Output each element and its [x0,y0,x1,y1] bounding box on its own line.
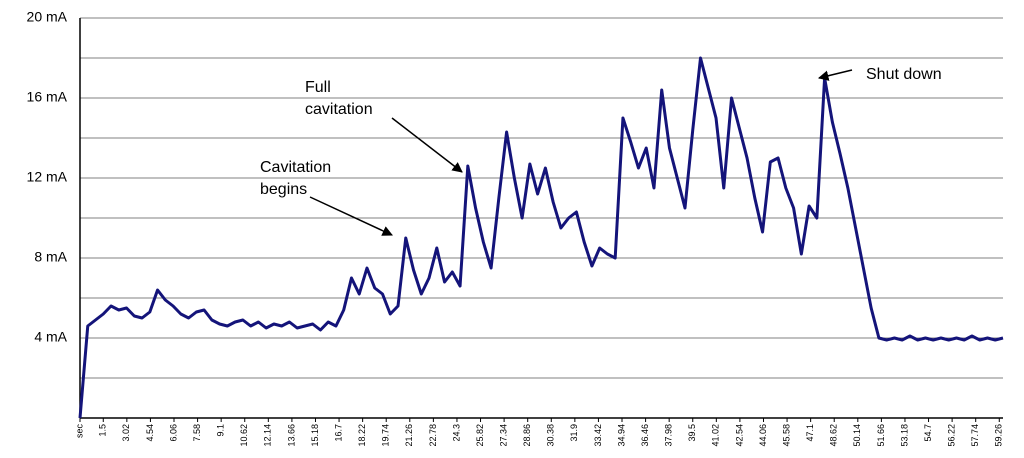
x-tick-label: 51.66 [876,424,886,447]
x-tick-label: 48.62 [829,424,839,447]
y-tick-label: 12 mA [27,169,68,185]
x-tick-label: 18.22 [357,424,367,447]
annotation: Full [305,79,331,96]
x-tick-label: 59.26 [994,424,1004,447]
x-tick-label: 12.14 [263,424,273,447]
x-tick-label: 27.34 [498,424,508,447]
x-tick-label: 22.78 [428,424,438,447]
x-tick-label: 41.02 [711,424,721,447]
y-tick-label: 8 mA [34,249,67,265]
x-tick-label: 36.46 [640,424,650,447]
y-tick-label: 16 mA [27,89,68,105]
x-tick-label: 56.22 [946,424,956,447]
x-tick-label: 25.82 [475,424,485,447]
x-tick-label: 21.26 [404,424,414,447]
x-tick-label: 1.5 [98,424,108,437]
x-tick-label: 39.5 [687,424,697,442]
y-tick-label: 20 mA [27,9,68,25]
x-tick-label: 47.1 [805,424,815,442]
x-tick-label: 16.7 [333,424,343,442]
data-line [78,56,1004,419]
x-tick-label: 13.66 [286,424,296,447]
x-tick-label: 30.38 [546,424,556,447]
x-tick-label: 7.58 [192,424,202,442]
x-tick-label: 15.18 [310,424,320,447]
annotation: Shut down [866,66,942,83]
x-tick-label: 24.3 [451,424,461,442]
x-tick-label: 57.74 [970,424,980,447]
x-tick-label: 31.9 [569,424,579,442]
x-tick-label: 34.94 [616,424,626,447]
x-tick-label: 33.42 [593,424,603,447]
x-tick-label: 50.14 [852,424,862,447]
annotation: begins [260,181,307,198]
x-tick-label: 53.18 [899,424,909,447]
x-tick-label: 45.58 [781,424,791,447]
x-tick-label: 28.86 [522,424,532,447]
y-tick-label: 4 mA [34,329,67,345]
x-tick-label: 9.1 [216,424,226,437]
x-tick-label: 37.98 [664,424,674,447]
x-tick-label: 4.54 [145,424,155,442]
x-tick-label: sec [74,424,84,439]
annotation: Cavitation [260,159,331,176]
annotation-arrow [817,69,853,81]
x-tick-label: 44.06 [758,424,768,447]
annotation-arrow [391,117,463,173]
x-tick-label: 3.02 [121,424,131,442]
annotation-arrow [309,196,393,236]
x-tick-label: 6.06 [168,424,178,442]
x-tick-label: 54.7 [923,424,933,442]
x-tick-label: 19.74 [381,424,391,447]
x-tick-label: 10.62 [239,424,249,447]
x-tick-label: 42.54 [734,424,744,447]
annotation: cavitation [305,101,373,118]
